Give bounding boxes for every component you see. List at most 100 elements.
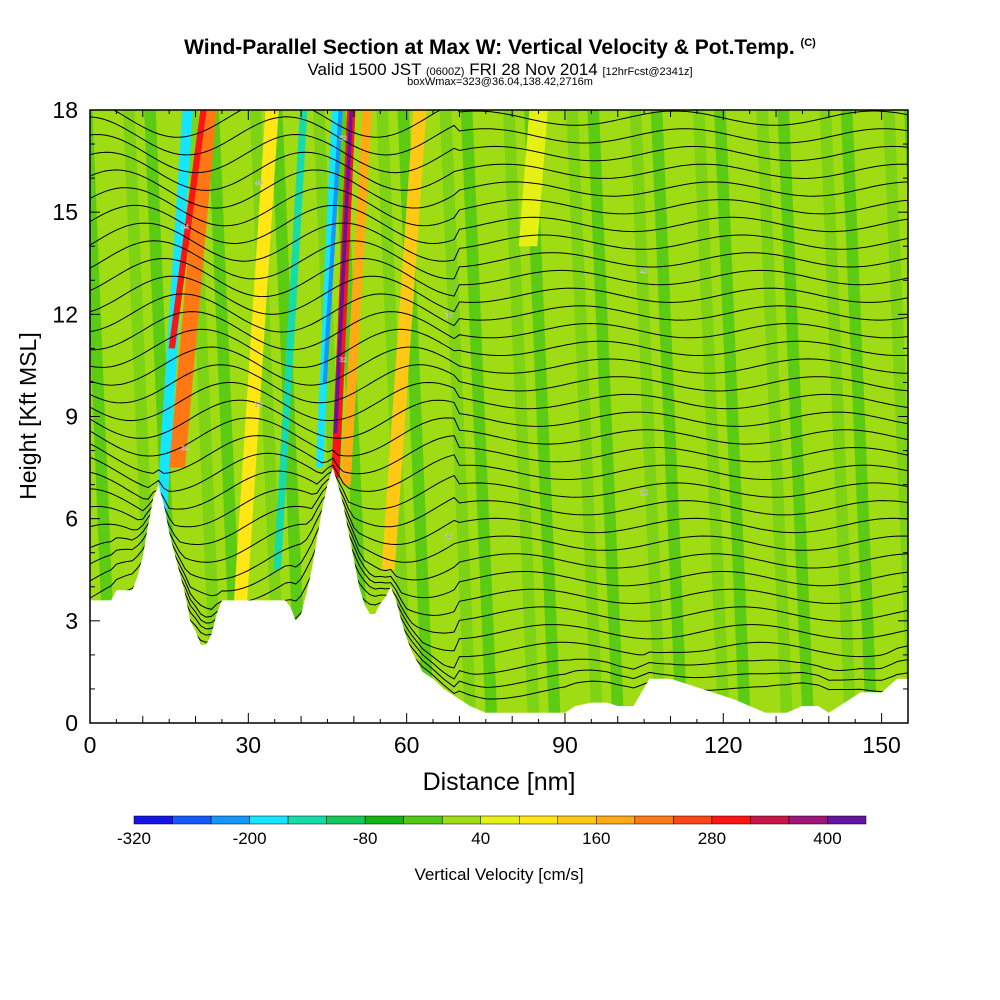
field-stripe [735,110,772,723]
isentrope-line [90,275,908,315]
colorbar-swatch [133,815,173,825]
colorbar-swatch [287,815,327,825]
isentrope-line [90,489,908,563]
field-stripe [650,110,688,723]
field-stripe [777,110,815,723]
y-tick-label: 0 [65,710,78,736]
colorbar-swatch [557,815,597,825]
field-stripe [840,110,878,723]
x-tick-label: 60 [394,732,420,758]
chart-title-main: Wind-Parallel Section at Max W: Vertical… [184,36,795,59]
isentrope-line [90,257,908,298]
isentrope-line [90,364,908,404]
x-tick-label: 90 [552,732,578,758]
updraft-band [518,110,548,247]
isentrope-label: 52 [339,136,347,143]
colorbar-swatch [827,815,867,825]
isentrope-line [90,496,908,581]
plot-area: 481216202428323640444852 [90,110,908,723]
colorbar-tick-label: -80 [353,829,378,848]
colorbar-swatch [326,815,366,825]
field-stripe [460,110,498,723]
field-stripe [629,110,667,723]
x-tick-label: 0 [84,732,97,758]
isentrope-line [90,169,908,209]
isentrope-line [90,470,908,510]
x-axis-label: Distance [nm] [423,768,576,796]
y-axis-label: Height [Kft MSL] [15,332,41,499]
x-tick-label: 150 [862,732,900,758]
updraft-band [333,110,354,434]
colorbar-swatch [403,815,443,825]
isentrope-line [90,476,908,528]
isentrope-line [90,381,908,422]
isentrope-line [90,116,908,156]
isentrope-line [90,417,908,457]
colorbar-swatch [634,815,674,825]
colorbar-tick-label: 40 [471,829,490,848]
isentrope-line [90,133,908,174]
isentrope-label: 32 [339,357,347,364]
field-stripe [207,110,245,723]
colorbar-swatch [172,815,212,825]
colorbar-tick-label: -200 [233,829,267,848]
isentrope-line [90,506,908,599]
isentrope-line [90,311,908,351]
isentrope-label: 28 [255,401,263,408]
colorbar-swatch [711,815,751,825]
isentrope-label: 16 [445,534,453,541]
field-stripe [587,110,625,723]
field-stripe [418,110,456,723]
isentrope-line [90,482,908,546]
valid-utc: (0600Z) [425,66,465,78]
terrain [90,467,908,723]
isentrope-label: 24 [181,446,189,453]
colorbar-swatch [750,815,790,825]
isentrope-line [90,452,908,492]
field-stripe [756,110,793,723]
field-stripe [545,110,582,723]
y-tick-label: 6 [65,506,78,532]
field-stripe [503,110,540,723]
downdraft-band [322,110,343,383]
field-stripe [566,110,603,723]
isentrope-line [90,399,908,439]
colorbar-label: Vertical Velocity [cm/s] [414,865,583,884]
isentrope-line [90,328,908,369]
isentrope-line [90,204,908,245]
isentrope-label: 44 [181,224,189,231]
isentrope-line [90,293,908,333]
colorbar-swatch [480,815,520,825]
isentrope-line [90,240,908,280]
colorbar-swatch [519,815,559,825]
isentrope-label: 20 [640,490,648,497]
isentrope-line [112,110,908,138]
field-stripe [714,110,751,723]
colorbar-tick-label: -320 [117,829,151,848]
chart-title: Wind-Parallel Section at Max W: Vertical… [0,36,1000,60]
colorbar-tick-label: 160 [582,829,610,848]
colorbar-tick-label: 280 [698,829,726,848]
isentrope-line [90,151,908,191]
y-tick-label: 18 [52,97,78,123]
isentrope-label: 36 [445,313,453,320]
field-stripe [798,110,836,723]
colorbar-swatch [210,815,250,825]
y-tick-label: 3 [65,608,78,634]
field-stripe [481,110,519,723]
y-tick-label: 9 [65,404,78,430]
box-wmax-note: boxWmax=323@36.04,138.42,2716m [407,76,593,88]
y-tick-label: 15 [52,199,78,225]
updraft-band [341,110,372,485]
colorbar-swatch [249,815,289,825]
chart-title-mark: (C) [800,37,816,49]
isentrope-line [90,187,908,227]
field-layer: 481216202428323640444852 [90,110,908,723]
colorbar-swatch [788,815,828,825]
y-tick-label: 12 [52,301,78,327]
forecast-run: [12hrFcst@2341z] [602,66,693,78]
colorbar-swatch [673,815,713,825]
colorbar-tick-label: 400 [813,829,841,848]
colorbar-swatch [364,815,404,825]
